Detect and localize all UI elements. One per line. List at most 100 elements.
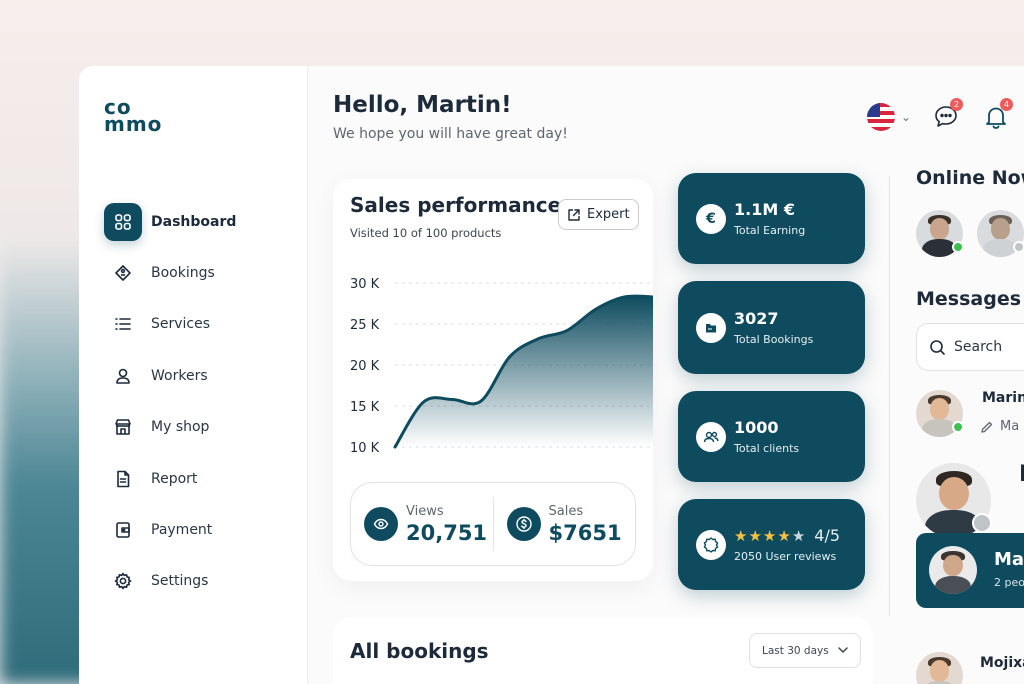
messages-title: Messages (916, 288, 1022, 310)
sales-label: Sales (548, 503, 584, 519)
pencil-icon (981, 421, 993, 433)
chevron-down-icon: ⌄ (901, 110, 912, 124)
star-icon: ★ (777, 526, 791, 545)
kpi-total-earning[interactable]: € 1.1M € Total Earning (678, 173, 865, 264)
sidebar-item-my-shop[interactable]: My shop (104, 402, 236, 453)
search-placeholder: Search (954, 339, 1003, 355)
top-actions: ⌄ 2 4 (867, 98, 1014, 132)
kpi-label: Total clients (734, 442, 800, 455)
online-now-title: Online Now (916, 167, 1024, 189)
expert-button[interactable]: Expert (558, 199, 639, 230)
app-window: co mmo Dashboard Bookings (79, 66, 1024, 684)
star-empty-icon: ★ (791, 526, 806, 545)
sidebar-item-payment[interactable]: Payment (104, 504, 236, 555)
rating-stars: ★ ★ ★ ★ ★ 4/5 (734, 526, 840, 545)
messages-search-input[interactable]: Search (916, 323, 1024, 371)
kpi-user-reviews[interactable]: ★ ★ ★ ★ ★ 4/5 2050 User reviews (678, 499, 865, 590)
message-sender-name[interactable]: Marin (982, 390, 1024, 406)
offline-status-dot (1013, 241, 1024, 253)
sidebar-item-label: Services (151, 316, 211, 333)
message-sender-initial: M (1019, 462, 1024, 487)
avatar (929, 546, 977, 594)
document-icon (104, 460, 142, 498)
kpi-total-bookings[interactable]: 3027 Total Bookings (678, 281, 865, 374)
users-icon (696, 421, 726, 452)
page-title: Hello, Martin! (333, 92, 512, 118)
sidebar-item-label: Report (151, 470, 198, 487)
avatar[interactable] (916, 652, 963, 684)
sales-value: $7651 (548, 520, 622, 545)
gear-icon (104, 562, 142, 600)
language-selector[interactable]: ⌄ (867, 103, 911, 131)
logo-line-1: co (104, 95, 132, 119)
message-sender-name[interactable]: Mojixa (980, 655, 1024, 671)
sales-chart: 30 K 25 K 20 K 15 K 10 K (350, 277, 653, 456)
messages-button[interactable]: 2 (931, 98, 964, 132)
list-icon (104, 305, 142, 343)
store-icon (104, 408, 142, 446)
sidebar-item-label: Dashboard (151, 213, 237, 230)
sidebar-item-workers[interactable]: Workers (104, 350, 236, 401)
euro-icon: € (696, 203, 726, 234)
chevron-down-icon (838, 647, 848, 653)
y-tick-label: 25 K (350, 318, 380, 333)
sidebar-nav: Dashboard Bookings Services (104, 196, 236, 607)
online-status-dot (952, 421, 964, 433)
stats-divider (492, 497, 494, 551)
bell-icon (986, 107, 1006, 129)
sidebar-item-label: Settings (151, 573, 209, 590)
tag-icon (104, 254, 142, 292)
y-tick-label: 20 K (350, 359, 380, 374)
user-icon (104, 357, 142, 395)
sidebar-item-label: Workers (151, 367, 208, 384)
y-tick-label: 10 K (350, 441, 380, 456)
online-status-dot (952, 241, 964, 253)
page-subtitle: We hope you will have great day! (333, 126, 568, 142)
chart-area (395, 296, 653, 447)
avatar[interactable] (916, 390, 963, 437)
sales-performance-card: Sales performance Visited 10 of 100 prod… (333, 179, 653, 581)
message-card-selected[interactable]: Ma 2 peo (916, 533, 1024, 608)
kpi-value: 1000 (734, 418, 779, 437)
rating-value: 4/5 (814, 526, 841, 545)
logo[interactable]: co mmo (104, 95, 163, 136)
eye-icon (364, 507, 398, 541)
chat-icon (935, 106, 957, 127)
kpi-label: 2050 User reviews (734, 550, 837, 563)
sales-stat: Sales $7651 (494, 483, 636, 565)
search-icon (930, 339, 945, 355)
sales-stats: Views 20,751 Sales $7651 (350, 482, 636, 566)
kpi-value: 1.1M € (734, 200, 795, 219)
sidebar-item-label: My shop (151, 419, 210, 436)
sales-subtitle: Visited 10 of 100 products (350, 226, 502, 240)
notifications-button[interactable]: 4 (981, 98, 1014, 132)
sidebar-item-settings[interactable]: Settings (104, 556, 236, 607)
sidebar-item-dashboard[interactable]: Dashboard (104, 196, 236, 247)
sidebar-item-bookings[interactable]: Bookings (104, 247, 236, 298)
star-icon: ★ (748, 526, 762, 545)
expert-label: Expert (587, 207, 630, 222)
kpi-total-clients[interactable]: 1000 Total clients (678, 391, 865, 482)
sidebar-item-label: Payment (151, 522, 213, 539)
views-stat: Views 20,751 (351, 483, 493, 565)
sidebar-item-report[interactable]: Report (104, 453, 236, 504)
column-divider (889, 176, 890, 616)
wallet-icon (104, 511, 142, 549)
date-range-select[interactable]: Last 30 days (749, 633, 861, 668)
badge-icon (696, 529, 726, 560)
external-link-icon (568, 208, 580, 221)
message-participants: 2 peo (994, 576, 1024, 589)
sidebar: co mmo Dashboard Bookings (79, 66, 308, 684)
star-icon: ★ (734, 526, 748, 545)
y-tick-label: 15 K (350, 400, 380, 415)
chart-line (393, 294, 653, 449)
message-snippet: Ma (980, 419, 1019, 434)
grid-icon (104, 202, 142, 241)
sidebar-item-label: Bookings (151, 265, 215, 282)
sidebar-item-services[interactable]: Services (104, 299, 236, 350)
logo-line-2: mmo (104, 112, 163, 136)
folder-icon (696, 312, 726, 343)
views-label: Views (406, 503, 444, 519)
kpi-value: 3027 (734, 309, 779, 328)
messages-badge: 2 (950, 98, 964, 111)
